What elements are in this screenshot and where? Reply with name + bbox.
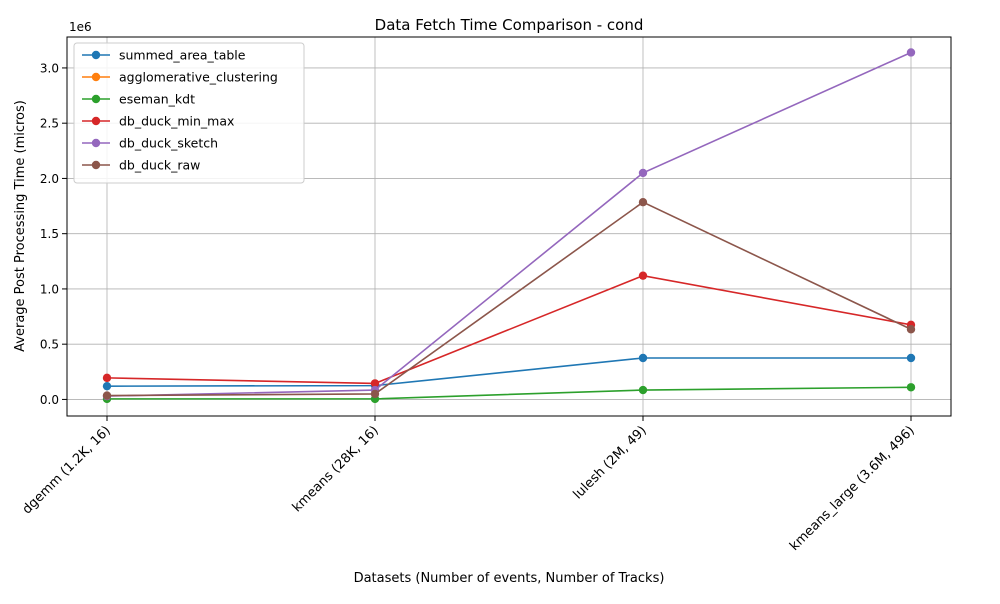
series-line-db_duck_min_max [106,274,912,385]
data-point-db_duck_min_max [102,373,112,383]
data-point-summed_area_table [102,381,112,391]
legend-box [73,42,305,184]
y-tick-label: 0.5 [40,338,59,352]
data-point-db_duck_min_max [370,379,380,388]
data-point-db_duck_sketch [906,48,916,57]
legend-label-summed_area_table: summed_area_table [119,48,246,63]
legend-marker-db_duck_min_max [91,116,101,126]
y-tick-label: 1.0 [40,282,59,296]
legend-label-db_duck_sketch: db_duck_sketch [119,136,218,151]
data-point-summed_area_table [906,353,916,363]
data-point-db_duck_raw [370,389,380,399]
series-line-eseman_kdt [107,386,912,400]
data-point-eseman_kdt [638,385,648,395]
data-point-summed_area_table [638,353,648,363]
data-point-eseman_kdt [906,383,916,392]
legend-label-db_duck_min_max: db_duck_min_max [119,114,234,129]
legend-marker-agglomerative_clustering [91,72,101,82]
data-point-db_duck_min_max [638,271,648,280]
y-tick-label: 3.0 [40,61,59,75]
series-line-summed_area_table [106,357,911,387]
series-line-db_duck_sketch [106,51,912,397]
y-tick-label: 2.5 [40,117,59,131]
chart-title: Data Fetch Time Comparison - cond [375,16,644,34]
legend-marker-eseman_kdt [91,94,101,104]
series-line-db_duck_raw [106,201,912,397]
series-group [102,48,916,404]
plot-frame [66,36,952,417]
y-axis-label: Average Post Processing Time (micros) [13,100,28,352]
y-tick-label: 0.0 [40,393,59,407]
y-tick-label: 1.5 [40,227,59,241]
y-axis-multiplier: 1e6 [69,20,92,34]
legend-marker-db_duck_raw [91,160,101,170]
legend-marker-summed_area_table [91,50,101,60]
legend-label-eseman_kdt: eseman_kdt [119,92,195,107]
legend-label-db_duck_raw: db_duck_raw [119,158,200,173]
data-point-db_duck_raw [906,325,916,334]
y-tick-label: 2.0 [40,172,59,186]
data-point-db_duck_raw [102,391,112,400]
data-point-db_duck_sketch [638,168,648,178]
legend-label-agglomerative_clustering: agglomerative_clustering [119,70,278,85]
legend: summed_area_table agglomerative_clusterin… [73,42,305,184]
legend-marker-db_duck_sketch [91,138,101,148]
x-axis-label: Datasets (Number of events, Number of Tr… [354,571,665,586]
data-point-db_duck_raw [638,197,648,207]
